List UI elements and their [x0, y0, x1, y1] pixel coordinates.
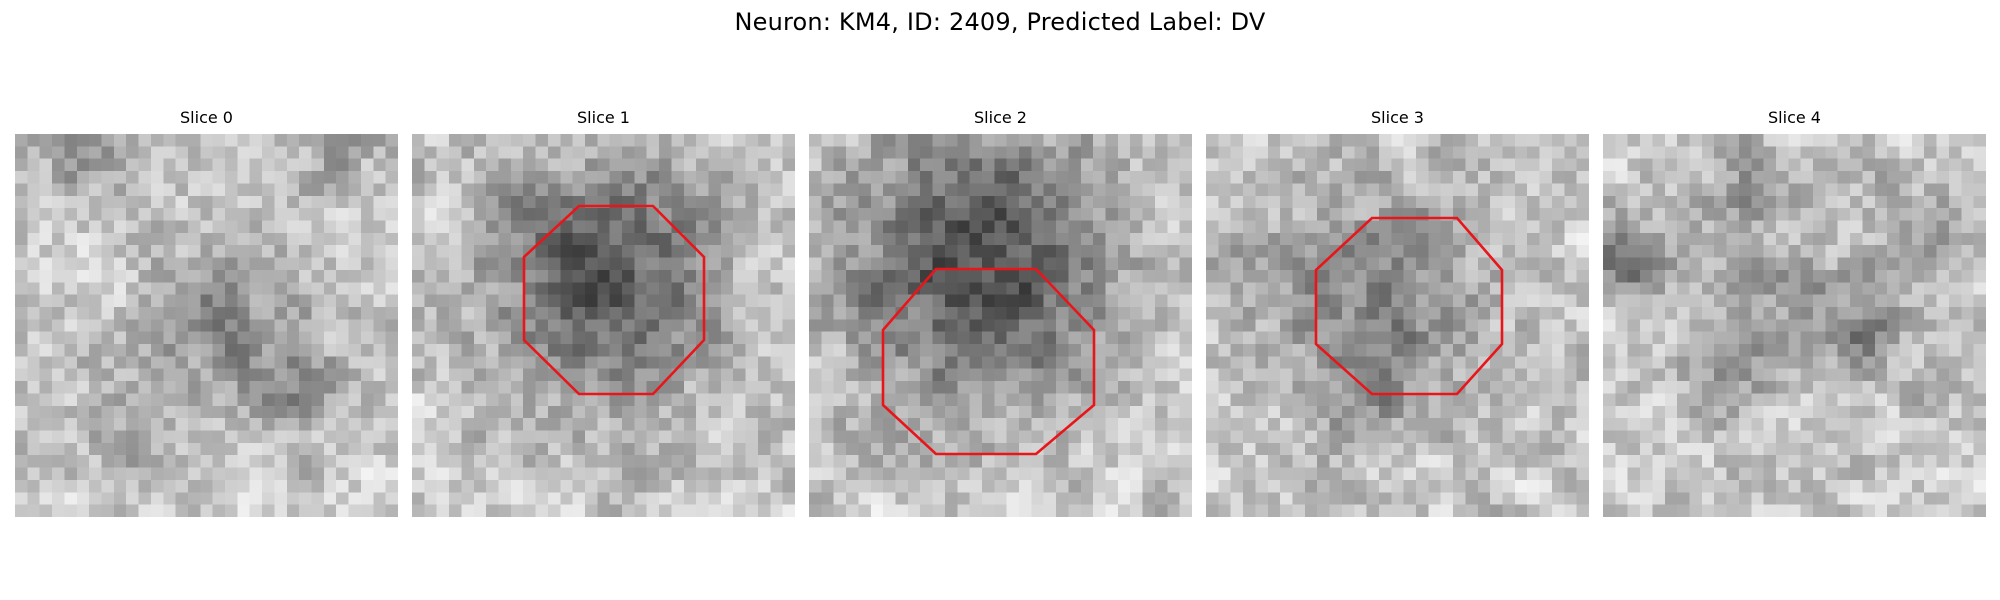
roi-outline-3	[1314, 216, 1504, 396]
slice-title: Slice 1	[577, 108, 630, 127]
slice-panel-0: Slice 0	[15, 108, 398, 517]
slice-image-4	[1603, 134, 1986, 517]
slice-panel-3: Slice 3	[1206, 108, 1589, 517]
slice-panel-4: Slice 4	[1603, 108, 1986, 517]
slice-panel-2: Slice 2	[809, 108, 1192, 517]
roi-octagon	[522, 204, 706, 396]
roi-outline-1	[522, 204, 706, 396]
slice-pixels	[1603, 134, 1986, 517]
slice-pixels	[15, 134, 398, 517]
roi-octagon	[881, 267, 1096, 456]
slice-image-2	[809, 134, 1192, 517]
slice-image-1	[412, 134, 795, 517]
slice-image-0	[15, 134, 398, 517]
slice-pixels	[1206, 134, 1589, 517]
figure-title: Neuron: KM4, ID: 2409, Predicted Label: …	[734, 8, 1266, 36]
slice-title: Slice 0	[180, 108, 233, 127]
roi-outline-2	[881, 267, 1096, 456]
slice-title: Slice 4	[1768, 108, 1821, 127]
slice-title: Slice 3	[1371, 108, 1424, 127]
roi-octagon	[1314, 216, 1504, 396]
slice-panel-1: Slice 1	[412, 108, 795, 517]
slice-pixels	[412, 134, 795, 517]
slice-title: Slice 2	[974, 108, 1027, 127]
slice-image-3	[1206, 134, 1589, 517]
